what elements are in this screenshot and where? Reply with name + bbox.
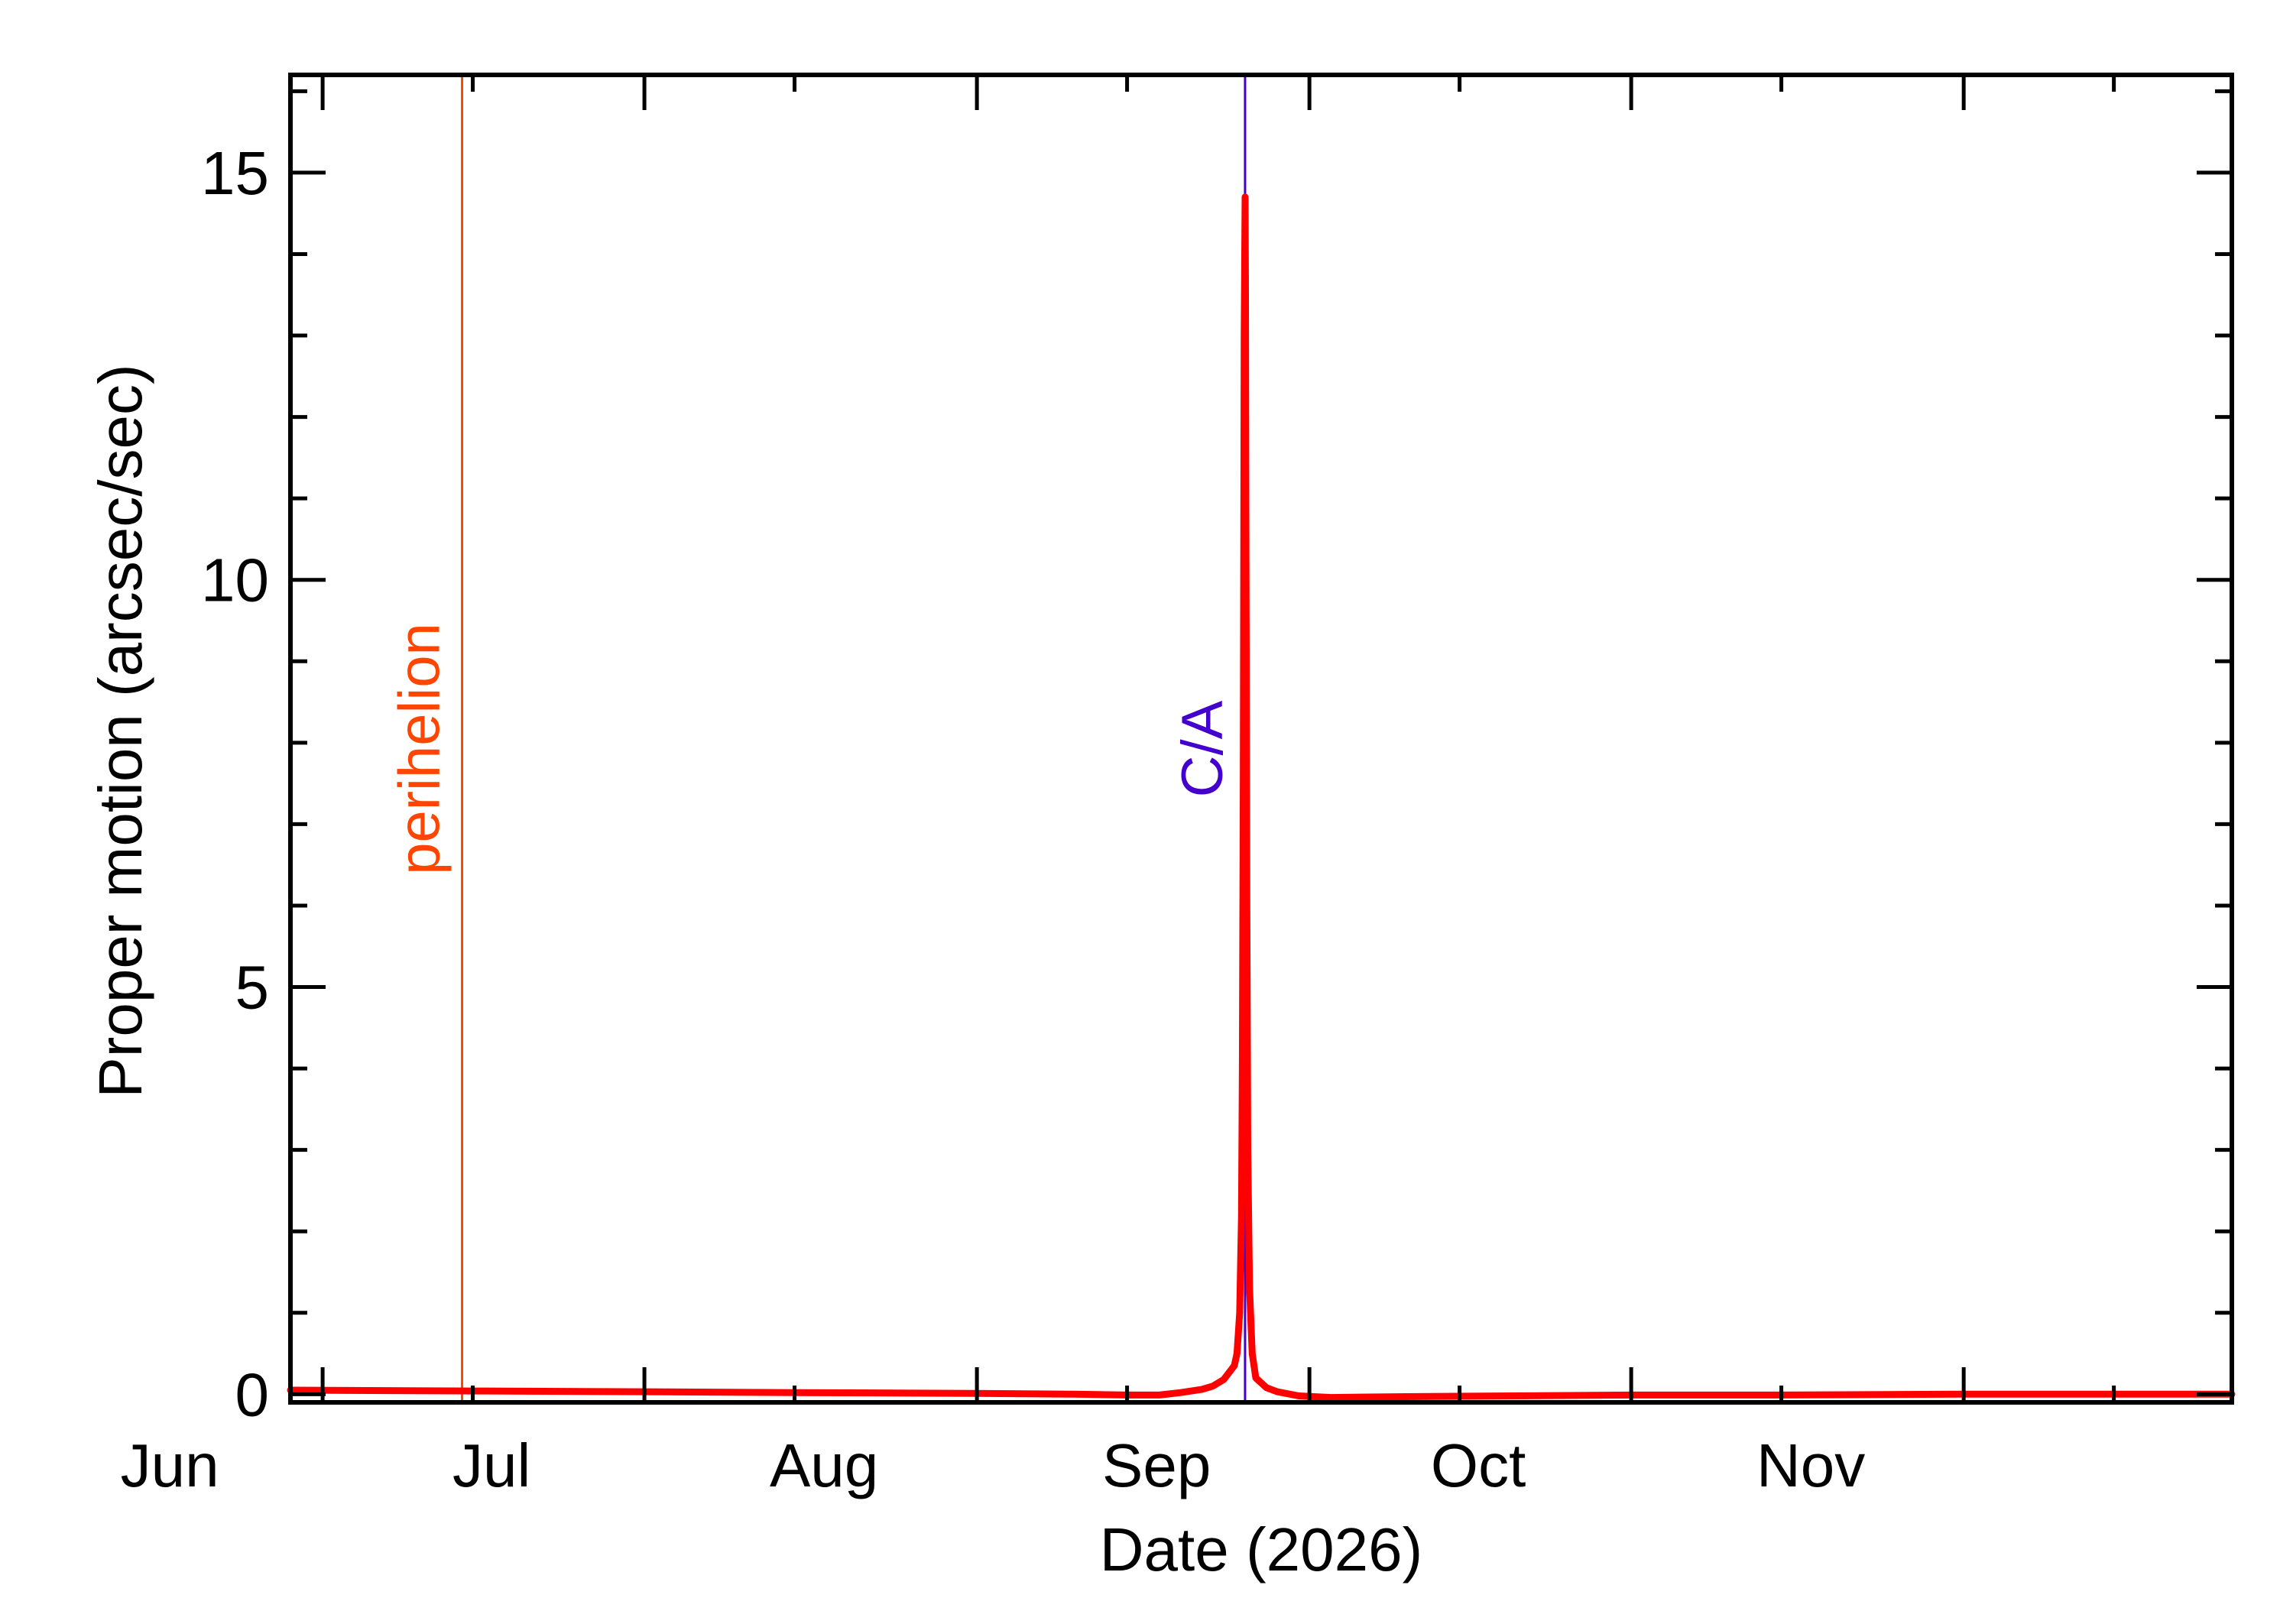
x-tick-label: Jul [452,1431,530,1499]
labels-layer: Jun Jul Aug Sep Oct Nov 0 5 10 15 perihelion C/A [121,139,1866,1499]
x-axis-title: Date (2026) [1100,1515,1422,1583]
y-tick-label: 0 [235,1360,270,1428]
y-tick-label: 10 [201,546,269,614]
y-tick-label: 5 [235,954,270,1022]
x-tick-label: Jun [121,1431,219,1499]
plot-frame [288,73,2234,1405]
x-tick-label: Oct [1431,1431,1526,1499]
x-tick-label: Sep [1102,1431,1211,1499]
annotation-label: perihelion [388,623,452,875]
x-tick-label: Aug [770,1431,878,1499]
ticks-layer [290,75,2232,1402]
x-tick-label: Nov [1756,1431,1865,1499]
y-axis-title: Proper motion (arcsec/sec) [86,364,154,1097]
annotation-label: C/A [1170,700,1235,797]
y-tick-label: 15 [201,139,269,207]
